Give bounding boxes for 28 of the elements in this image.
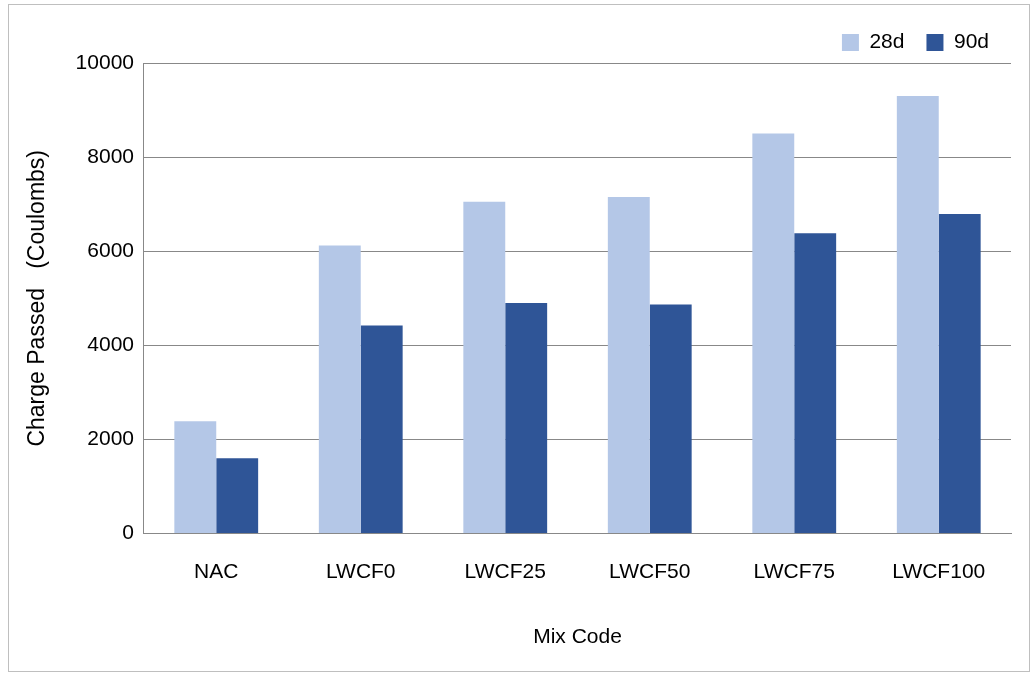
x-tick-label: LWCF25 — [464, 559, 546, 582]
bar — [318, 245, 361, 534]
x-tick-label: LWCF50 — [609, 559, 691, 582]
bar — [896, 95, 939, 534]
y-axis-title: Charge Passed (Coulombs) — [23, 150, 50, 447]
bar — [360, 325, 403, 534]
x-tick-label: LWCF75 — [753, 559, 835, 582]
bar — [216, 458, 259, 534]
x-tick-label: LWCF100 — [892, 559, 986, 582]
x-tick-label: NAC — [194, 559, 239, 582]
y-tick-label: 0 — [122, 520, 134, 544]
bar — [649, 304, 692, 534]
bar — [794, 233, 837, 534]
legend-label: 28d — [869, 29, 905, 53]
bar — [174, 421, 217, 534]
bar — [607, 197, 650, 534]
bar — [752, 133, 795, 534]
bar — [938, 214, 981, 534]
bar — [463, 201, 506, 534]
x-tick-label: LWCF0 — [325, 559, 396, 582]
y-tick-label: 4000 — [87, 332, 134, 356]
x-axis-title: Mix Code — [533, 624, 622, 648]
y-tick-label: 6000 — [87, 238, 134, 262]
legend-label: 90d — [953, 29, 990, 53]
y-tick-label: 8000 — [87, 143, 134, 167]
y-tick-label: 10000 — [75, 49, 134, 73]
bar — [505, 303, 548, 534]
y-tick-label: 2000 — [87, 426, 134, 450]
